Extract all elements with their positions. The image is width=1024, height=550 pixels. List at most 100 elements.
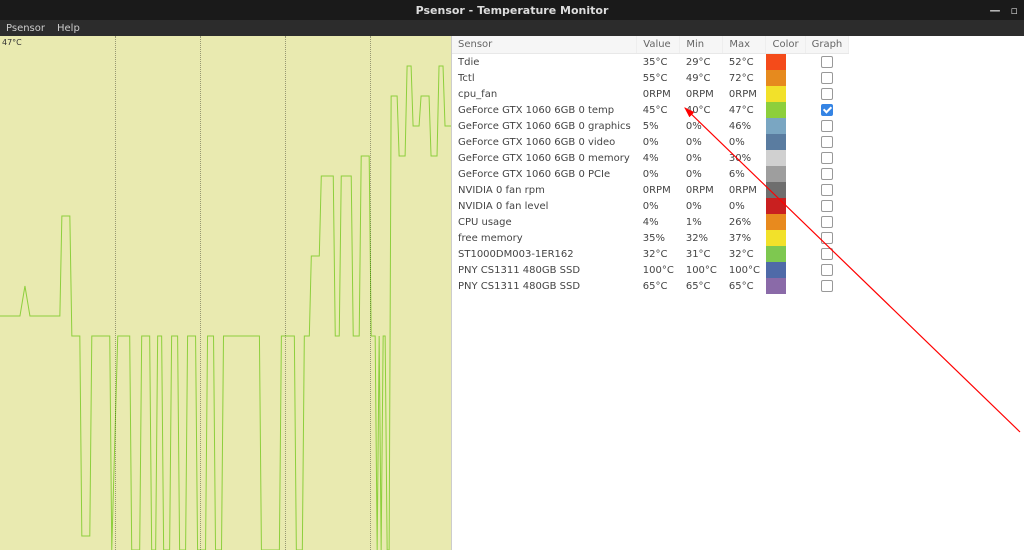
table-row[interactable]: free memory35%32%37% <box>452 230 849 246</box>
table-row[interactable]: NVIDIA 0 fan rpm0RPM0RPM0RPM <box>452 182 849 198</box>
graph-checkbox[interactable] <box>821 232 833 244</box>
cell-value: 100°C <box>637 262 680 278</box>
cell-value: 0RPM <box>637 182 680 198</box>
cell-color[interactable] <box>766 278 805 294</box>
col-graph[interactable]: Graph <box>805 36 849 54</box>
cell-graph[interactable] <box>805 134 849 150</box>
cell-min: 1% <box>680 214 723 230</box>
table-row[interactable]: Tdie35°C29°C52°C <box>452 54 849 71</box>
cell-color[interactable] <box>766 198 805 214</box>
cell-min: 40°C <box>680 102 723 118</box>
cell-graph[interactable] <box>805 278 849 294</box>
table-row[interactable]: PNY CS1311 480GB SSD100°C100°C100°C <box>452 262 849 278</box>
cell-min: 0RPM <box>680 182 723 198</box>
cell-color[interactable] <box>766 86 805 102</box>
graph-checkbox[interactable] <box>821 280 833 292</box>
window-controls: — ▫ <box>990 0 1018 20</box>
cell-graph[interactable] <box>805 86 849 102</box>
table-row[interactable]: GeForce GTX 1060 6GB 0 temp45°C40°C47°C <box>452 102 849 118</box>
color-swatch <box>766 150 786 166</box>
minimize-icon[interactable]: — <box>990 4 1001 17</box>
table-row[interactable]: GeForce GTX 1060 6GB 0 PCIe0%0%6% <box>452 166 849 182</box>
graph-checkbox[interactable] <box>821 136 833 148</box>
cell-max: 0RPM <box>723 182 766 198</box>
graph-checkbox[interactable] <box>821 88 833 100</box>
table-row[interactable]: GeForce GTX 1060 6GB 0 memory4%0%30% <box>452 150 849 166</box>
graph-checkbox[interactable] <box>821 264 833 276</box>
cell-min: 0% <box>680 150 723 166</box>
cell-sensor: GeForce GTX 1060 6GB 0 memory <box>452 150 637 166</box>
graph-checkbox[interactable] <box>821 200 833 212</box>
col-max[interactable]: Max <box>723 36 766 54</box>
cell-color[interactable] <box>766 246 805 262</box>
cell-max: 0% <box>723 198 766 214</box>
cell-value: 4% <box>637 214 680 230</box>
table-header-row: Sensor Value Min Max Color Graph <box>452 36 849 54</box>
cell-graph[interactable] <box>805 166 849 182</box>
col-min[interactable]: Min <box>680 36 723 54</box>
table-row[interactable]: GeForce GTX 1060 6GB 0 video0%0%0% <box>452 134 849 150</box>
cell-graph[interactable] <box>805 150 849 166</box>
col-value[interactable]: Value <box>637 36 680 54</box>
table-row[interactable]: NVIDIA 0 fan level0%0%0% <box>452 198 849 214</box>
cell-color[interactable] <box>766 214 805 230</box>
table-row[interactable]: cpu_fan0RPM0RPM0RPM <box>452 86 849 102</box>
cell-graph[interactable] <box>805 198 849 214</box>
cell-graph[interactable] <box>805 246 849 262</box>
cell-value: 0% <box>637 166 680 182</box>
cell-min: 49°C <box>680 70 723 86</box>
col-sensor[interactable]: Sensor <box>452 36 637 54</box>
sensor-table: Sensor Value Min Max Color Graph Tdie35°… <box>452 36 849 294</box>
cell-min: 31°C <box>680 246 723 262</box>
table-row[interactable]: PNY CS1311 480GB SSD65°C65°C65°C <box>452 278 849 294</box>
color-swatch <box>766 166 786 182</box>
menu-psensor[interactable]: Psensor <box>6 23 45 34</box>
cell-color[interactable] <box>766 150 805 166</box>
cell-graph[interactable] <box>805 230 849 246</box>
maximize-icon[interactable]: ▫ <box>1011 4 1018 17</box>
graph-checkbox[interactable] <box>821 184 833 196</box>
cell-color[interactable] <box>766 54 805 71</box>
graph-checkbox[interactable] <box>821 104 833 116</box>
cell-max: 30% <box>723 150 766 166</box>
cell-graph[interactable] <box>805 54 849 71</box>
graph-checkbox[interactable] <box>821 248 833 260</box>
table-row[interactable]: CPU usage4%1%26% <box>452 214 849 230</box>
graph-checkbox[interactable] <box>821 120 833 132</box>
cell-max: 65°C <box>723 278 766 294</box>
graph-checkbox[interactable] <box>821 72 833 84</box>
cell-color[interactable] <box>766 70 805 86</box>
cell-graph[interactable] <box>805 214 849 230</box>
table-row[interactable]: ST1000DM003-1ER16232°C31°C32°C <box>452 246 849 262</box>
cell-color[interactable] <box>766 102 805 118</box>
cell-graph[interactable] <box>805 182 849 198</box>
cell-color[interactable] <box>766 166 805 182</box>
col-color[interactable]: Color <box>766 36 805 54</box>
cell-min: 100°C <box>680 262 723 278</box>
color-swatch <box>766 278 786 294</box>
graph-checkbox[interactable] <box>821 152 833 164</box>
cell-color[interactable] <box>766 230 805 246</box>
graph-checkbox[interactable] <box>821 216 833 228</box>
cell-color[interactable] <box>766 182 805 198</box>
graph-checkbox[interactable] <box>821 56 833 68</box>
cell-min: 0RPM <box>680 86 723 102</box>
cell-color[interactable] <box>766 118 805 134</box>
table-row[interactable]: GeForce GTX 1060 6GB 0 graphics5%0%46% <box>452 118 849 134</box>
graph-gridline <box>115 36 116 550</box>
cell-graph[interactable] <box>805 70 849 86</box>
cell-min: 0% <box>680 198 723 214</box>
cell-color[interactable] <box>766 134 805 150</box>
cell-sensor: cpu_fan <box>452 86 637 102</box>
table-row[interactable]: Tctl55°C49°C72°C <box>452 70 849 86</box>
cell-max: 47°C <box>723 102 766 118</box>
menu-help[interactable]: Help <box>57 23 80 34</box>
cell-max: 46% <box>723 118 766 134</box>
graph-checkbox[interactable] <box>821 168 833 180</box>
cell-graph[interactable] <box>805 118 849 134</box>
cell-value: 32°C <box>637 246 680 262</box>
cell-graph[interactable] <box>805 102 849 118</box>
graph-gridline <box>285 36 286 550</box>
cell-color[interactable] <box>766 262 805 278</box>
cell-graph[interactable] <box>805 262 849 278</box>
